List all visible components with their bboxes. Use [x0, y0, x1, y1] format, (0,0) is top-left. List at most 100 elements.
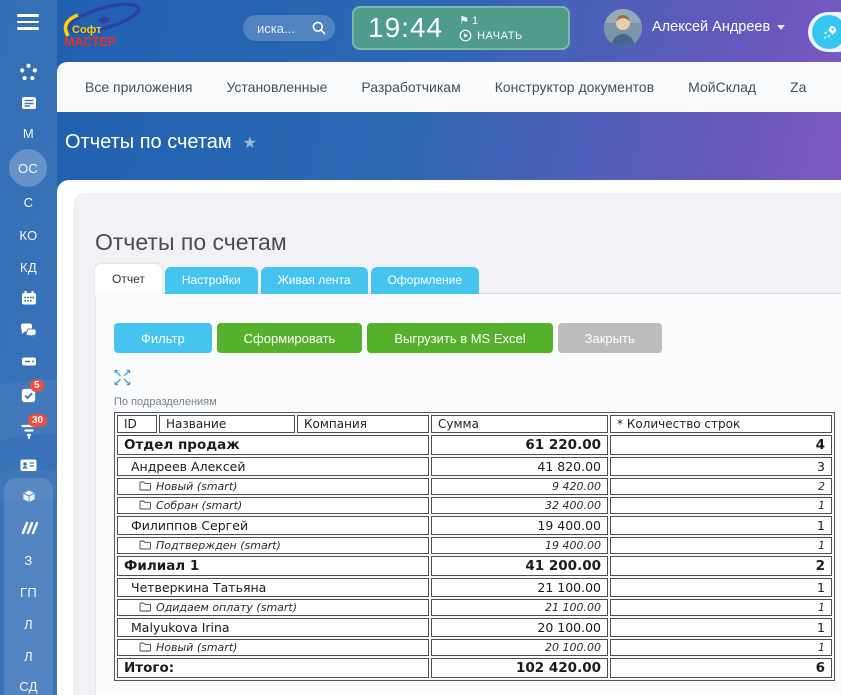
- chevron-down-icon: [777, 24, 786, 30]
- close-button[interactable]: Закрыть: [557, 323, 662, 353]
- export-excel-button[interactable]: Выгрузить в MS Excel: [367, 323, 553, 353]
- softmaster-logo[interactable]: Софт МАСТЕР: [52, 2, 152, 56]
- sidebar-item-messenger[interactable]: [0, 319, 57, 341]
- sidebar-item-contacts[interactable]: [0, 454, 57, 476]
- table-row: Филиал 1 41 200.00 2: [117, 556, 832, 576]
- sidebar-item-calendar[interactable]: [0, 287, 57, 309]
- sidebar-app-group: [4, 478, 53, 695]
- logo-orbit-icon: Софт МАСТЕР: [63, 2, 141, 49]
- report-heading: Отчеты по счетам: [95, 229, 287, 255]
- tab-live-feed[interactable]: Живая лента: [260, 267, 368, 294]
- col-header-name: Название: [159, 415, 295, 433]
- user-menu[interactable]: Алексей Андреев: [652, 19, 786, 35]
- start-workday-button[interactable]: НАЧАТЬ: [459, 29, 523, 42]
- table-row: Отдел продаж 61 220.00 4: [117, 435, 832, 455]
- main-panel: Отчеты по счетам Отчет Настройки Живая л…: [57, 180, 841, 695]
- user-name: Алексей Андреев: [652, 19, 771, 35]
- sidebar-item-catalog[interactable]: [0, 486, 57, 508]
- worktime-clock: 19:44: [368, 12, 444, 43]
- nav-item-installed[interactable]: Установленные: [226, 79, 328, 95]
- tab-report[interactable]: Отчет: [95, 264, 162, 295]
- menu-hamburger-icon[interactable]: [17, 14, 39, 34]
- apps-navbar: Все приложения Установленные Разработчик…: [57, 62, 841, 112]
- sidebar-item-z[interactable]: З: [24, 552, 33, 568]
- search-input[interactable]: [257, 20, 311, 36]
- sidebar-item-os-active[interactable]: ОС: [9, 149, 47, 187]
- report-table: ID Название Компания Сумма * Количество …: [114, 412, 835, 681]
- sidebar-item-crm[interactable]: 30: [0, 414, 57, 442]
- sidebar-item-sd[interactable]: СД: [19, 678, 38, 694]
- tab-appearance[interactable]: Оформление: [370, 267, 480, 294]
- avatar-photo: [604, 9, 642, 47]
- sidebar-item-tasks[interactable]: 5: [0, 379, 57, 406]
- folder-icon: [139, 500, 151, 510]
- calendar-icon: [21, 291, 36, 305]
- col-header-sum: Сумма: [431, 415, 608, 433]
- svg-text:Софт: Софт: [72, 24, 102, 36]
- moysklad-logo-icon: [21, 521, 38, 535]
- tab-content: Фильтр Сформировать Выгрузить в MS Excel…: [95, 293, 841, 695]
- tasks-check-icon: [21, 388, 36, 402]
- sidebar-item-newsfeed[interactable]: [0, 92, 57, 114]
- report-card: Отчеты по счетам Отчет Настройки Живая л…: [73, 193, 841, 695]
- sidebar-item-s[interactable]: С: [23, 194, 34, 210]
- sidebar-item-l2[interactable]: Л: [24, 648, 33, 664]
- table-row: Андреев Алексей 41 820.00 3: [117, 457, 832, 476]
- col-header-company: Компания: [297, 415, 429, 433]
- drive-icon: [21, 357, 36, 366]
- folder-icon: [139, 642, 151, 652]
- sidebar-item-drive[interactable]: [0, 350, 57, 372]
- search-icon[interactable]: [311, 20, 327, 36]
- table-row: Новый (smart) 9 420.00 2: [117, 478, 832, 495]
- sidebar-item-m[interactable]: М: [22, 125, 35, 141]
- rocket-button[interactable]: [812, 15, 841, 49]
- table-row: Филиппов Сергей 19 400.00 1: [117, 516, 832, 535]
- worktime-widget[interactable]: 19:44 ⚑ 1 НАЧАТЬ: [352, 6, 570, 50]
- nav-item-all-apps[interactable]: Все приложения: [85, 79, 193, 95]
- page-title: Отчеты по счетам: [65, 131, 232, 153]
- play-icon: [459, 29, 472, 42]
- favorite-star-icon[interactable]: ★: [242, 134, 258, 152]
- search-box: [243, 15, 335, 41]
- network-icon: [20, 63, 37, 80]
- chat-icon: [21, 323, 37, 339]
- nav-item-doc-constructor[interactable]: Конструктор документов: [494, 79, 655, 95]
- tariff-pill[interactable]: [808, 12, 841, 52]
- sidebar-item-l1[interactable]: Л: [24, 616, 33, 632]
- action-buttons: Фильтр Сформировать Выгрузить в MS Excel…: [114, 323, 662, 353]
- tasks-badge: 5: [30, 379, 44, 392]
- table-row: Собран (smart) 32 400.00 1: [117, 497, 832, 514]
- filter-button[interactable]: Фильтр: [114, 323, 212, 353]
- grouping-label: По подразделениям: [114, 396, 217, 408]
- flag-counter: ⚑ 1: [459, 15, 479, 27]
- user-avatar[interactable]: [604, 9, 642, 47]
- left-sidebar: М ОС С КО КД: [0, 0, 57, 695]
- table-row: Подтвержден (smart) 19 400.00 1: [117, 537, 832, 554]
- report-tabs: Отчет Настройки Живая лента Оформление: [95, 264, 480, 295]
- svg-text:МАСТЕР: МАСТЕР: [64, 35, 116, 49]
- col-header-count: * Количество строк: [610, 415, 832, 433]
- sidebar-item-network[interactable]: [0, 60, 57, 84]
- sidebar-item-moysklad[interactable]: [0, 517, 57, 539]
- nav-item-moysklad[interactable]: МойСклад: [688, 79, 757, 95]
- table-row: Malyukova Irina 20 100.00 1: [117, 618, 832, 637]
- folder-icon: [139, 481, 151, 491]
- sidebar-item-kd[interactable]: КД: [20, 259, 37, 275]
- nav-item-developers[interactable]: Разработчикам: [361, 79, 461, 95]
- expand-all-icon[interactable]: ↖↗ ↙↘: [113, 368, 132, 389]
- folder-icon: [139, 540, 151, 550]
- sidebar-item-ko[interactable]: КО: [19, 227, 38, 243]
- nav-item-zapier[interactable]: Za: [790, 79, 807, 95]
- sidebar-item-gp[interactable]: ГП: [20, 584, 37, 600]
- contact-card-icon: [20, 459, 37, 471]
- generate-button[interactable]: Сформировать: [216, 323, 363, 353]
- tab-settings[interactable]: Настройки: [164, 267, 258, 294]
- table-header-row: ID Название Компания Сумма * Количество …: [117, 415, 832, 433]
- crm-badge: 30: [28, 414, 48, 427]
- newsfeed-icon: [21, 97, 36, 109]
- rocket-icon: [823, 25, 836, 39]
- folder-icon: [139, 602, 151, 612]
- table-row: Итого: 102 420.00 6: [117, 658, 832, 678]
- col-header-id: ID: [117, 415, 157, 433]
